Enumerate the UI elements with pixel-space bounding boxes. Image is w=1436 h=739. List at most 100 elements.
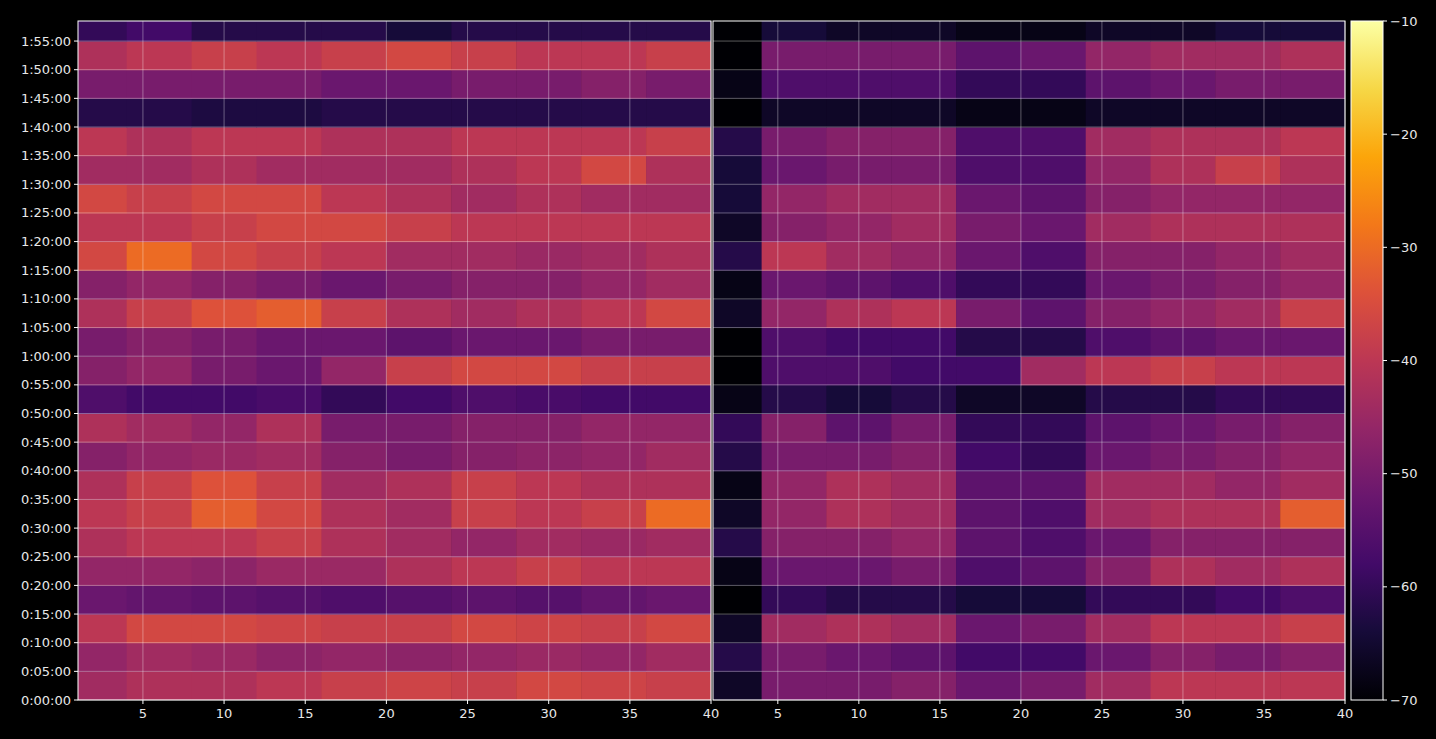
cell: [257, 442, 322, 471]
grid-y: [713, 241, 1345, 242]
cell: [956, 442, 1021, 471]
tick-y: [74, 184, 78, 185]
grid-y: [78, 327, 711, 328]
cell: [257, 156, 322, 185]
cell: [127, 127, 192, 156]
tick-y: [74, 700, 78, 701]
cell: [1215, 127, 1280, 156]
cell: [713, 70, 762, 99]
colorbar-tick: [1383, 21, 1387, 22]
colorbar-tick: [1383, 360, 1387, 361]
tick-y: [74, 270, 78, 271]
cell: [1280, 21, 1345, 42]
cell: [321, 385, 386, 414]
cell: [713, 21, 762, 42]
cell: [386, 614, 451, 643]
cell: [451, 499, 516, 528]
cell: [581, 270, 646, 299]
cell: [321, 528, 386, 557]
tick-y: [74, 556, 78, 557]
cell: [1215, 442, 1280, 471]
cell: [321, 499, 386, 528]
tick-label-y: 0:45:00: [21, 435, 71, 450]
tick-x: [224, 700, 225, 704]
cell: [1021, 442, 1086, 471]
cell: [257, 270, 322, 299]
cell: [1021, 213, 1086, 242]
cell: [1215, 671, 1280, 700]
cell: [1086, 242, 1151, 271]
cell: [386, 242, 451, 271]
cell: [386, 299, 451, 328]
grid-y: [78, 270, 711, 271]
grid-y: [78, 384, 711, 385]
grid-x: [142, 21, 143, 700]
cell: [257, 356, 322, 385]
cell: [78, 242, 127, 271]
cell: [386, 70, 451, 99]
cell: [646, 328, 711, 357]
cell: [762, 499, 827, 528]
cell: [646, 442, 711, 471]
tick-x: [548, 700, 549, 704]
cell: [762, 442, 827, 471]
cell: [581, 328, 646, 357]
cell: [1086, 270, 1151, 299]
grid-y: [78, 556, 711, 557]
cell: [257, 499, 322, 528]
cell: [257, 643, 322, 672]
cell: [127, 98, 192, 127]
cell: [1021, 671, 1086, 700]
cell: [762, 614, 827, 643]
grid-y: [713, 327, 1345, 328]
cell: [1086, 70, 1151, 99]
tick-y: [74, 356, 78, 357]
cell: [127, 242, 192, 271]
cell: [891, 242, 956, 271]
cell: [646, 528, 711, 557]
cell: [257, 614, 322, 643]
cell: [891, 414, 956, 443]
cell: [451, 127, 516, 156]
grid-y: [713, 298, 1345, 299]
cell: [1021, 643, 1086, 672]
grid-y: [78, 127, 711, 128]
grid-y: [713, 413, 1345, 414]
cell: [1215, 70, 1280, 99]
cell: [1086, 643, 1151, 672]
cell: [78, 643, 127, 672]
tick-x: [858, 700, 859, 704]
cell: [762, 70, 827, 99]
cell: [386, 213, 451, 242]
cell: [321, 585, 386, 614]
cell: [646, 184, 711, 213]
cell: [1021, 557, 1086, 586]
cell: [713, 471, 762, 500]
cell: [1215, 585, 1280, 614]
cell: [762, 98, 827, 127]
cell: [321, 299, 386, 328]
cell: [762, 299, 827, 328]
cell: [321, 471, 386, 500]
cell: [891, 471, 956, 500]
cell: [956, 21, 1021, 42]
tick-y: [74, 614, 78, 615]
grid-y: [78, 442, 711, 443]
cell: [78, 184, 127, 213]
tick-label-y: 1:55:00: [21, 34, 71, 49]
tick-x: [142, 700, 143, 704]
tick-label-x: 30: [540, 706, 557, 721]
cell: [646, 585, 711, 614]
tick-x: [1263, 700, 1264, 704]
cell: [1280, 557, 1345, 586]
cell: [127, 442, 192, 471]
tick-y: [74, 327, 78, 328]
cell: [713, 156, 762, 185]
cell: [1086, 98, 1151, 127]
cell: [891, 70, 956, 99]
cell: [451, 442, 516, 471]
grid-y: [78, 69, 711, 70]
cell: [956, 299, 1021, 328]
cell: [321, 184, 386, 213]
cell: [762, 414, 827, 443]
